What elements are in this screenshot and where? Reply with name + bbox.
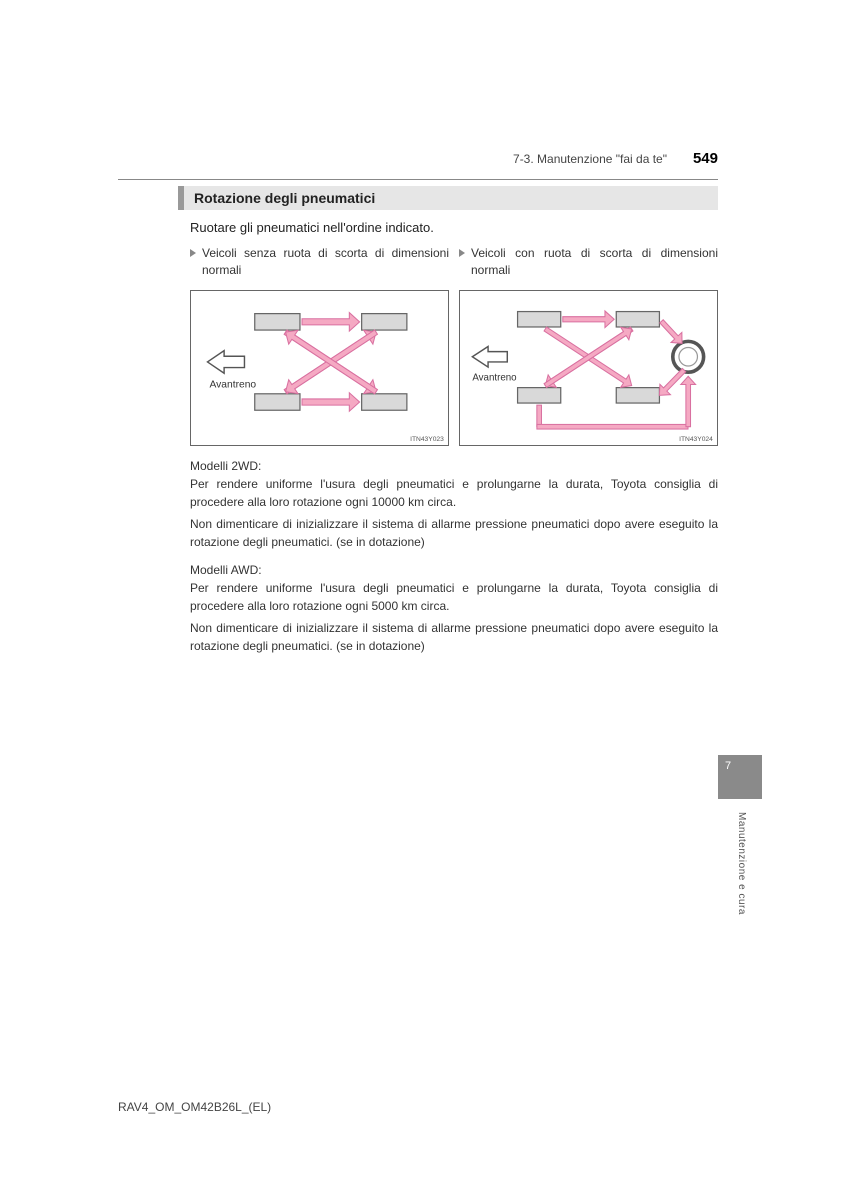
model-2wd-label: Modelli 2WD: <box>190 459 718 473</box>
left-heading-text: Veicoli senza ruota di scorta di dimensi… <box>202 245 449 280</box>
header-rule <box>118 179 718 180</box>
rotation-diagram-no-spare: Avantreno ITN43Y023 <box>190 290 449 446</box>
svg-text:ITN43Y024: ITN43Y024 <box>679 436 713 443</box>
chapter-number: 7 <box>725 760 731 772</box>
section-title: Rotazione degli pneumatici <box>178 186 718 210</box>
rotation-diagram-with-spare: Avantreno ITN43Y024 <box>459 290 718 446</box>
left-heading: Veicoli senza ruota di scorta di dimensi… <box>190 245 449 280</box>
breadcrumb: 7-3. Manutenzione "fai da te" <box>513 152 667 166</box>
left-column: Veicoli senza ruota di scorta di dimensi… <box>190 245 449 451</box>
right-column: Veicoli con ruota di scorta di dimension… <box>459 245 718 451</box>
footer-code: RAV4_OM_OM42B26L_(EL) <box>118 1100 271 1114</box>
bullet-icon <box>459 249 465 257</box>
right-heading-text: Veicoli con ruota di scorta di dimension… <box>471 245 718 280</box>
page-number: 549 <box>693 150 718 167</box>
model-2wd-p1: Per rendere uniforme l'usura degli pneum… <box>190 475 718 511</box>
model-awd-p1: Per rendere uniforme l'usura degli pneum… <box>190 579 718 615</box>
page-header: 7-3. Manutenzione "fai da te" 549 <box>118 150 718 167</box>
svg-text:Avantreno: Avantreno <box>210 379 257 390</box>
svg-text:ITN43Y023: ITN43Y023 <box>410 436 444 443</box>
model-awd-label: Modelli AWD: <box>190 563 718 577</box>
svg-text:Avantreno: Avantreno <box>472 372 517 383</box>
bullet-icon <box>190 249 196 257</box>
model-awd-p2: Non dimenticare di inizializzare il sist… <box>190 619 718 655</box>
chapter-label: Manutenzione e cura <box>736 812 747 915</box>
model-2wd-p2: Non dimenticare di inizializzare il sist… <box>190 515 718 551</box>
intro-text: Ruotare gli pneumatici nell'ordine indic… <box>190 220 718 235</box>
right-heading: Veicoli con ruota di scorta di dimension… <box>459 245 718 280</box>
diagram-columns: Veicoli senza ruota di scorta di dimensi… <box>190 245 718 451</box>
chapter-tab: 7 <box>718 755 762 799</box>
